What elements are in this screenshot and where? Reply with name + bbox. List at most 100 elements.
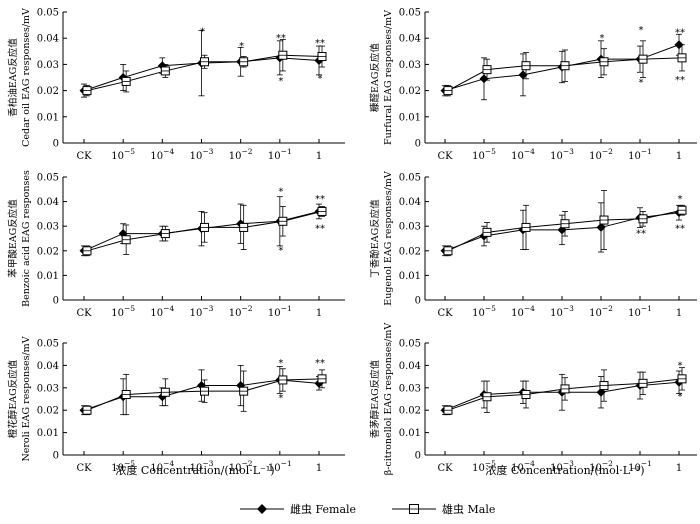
significance-mark: ** [636,228,646,239]
series-male [443,190,687,257]
series-male [443,40,687,97]
y-tick-label: 0.02 [399,246,421,257]
y-axis-title-en: Neroli EAG responses/mV [21,336,32,461]
y-tick-label: 0.05 [399,8,421,19]
data-point-female [596,222,606,232]
x-tick-label: 10−1 [628,147,652,162]
y-tick-label: 0.01 [399,271,421,282]
x-tick-label: 10−4 [511,304,535,319]
y-tick-label: 0.02 [37,86,59,97]
significance-mark: * [318,74,323,85]
significance-mark: ** [315,194,325,205]
y-tick-label: 0.03 [399,222,421,233]
y-axis-title-en: Cedar oil EAG responses/mV [21,8,32,147]
y-tick-label: 0.04 [399,197,421,208]
chart-panel-1: 0 0.01 0.02 0.03 0.04 0.05 CK 10−5 10−4 10−3 10−2 1… [7,8,345,162]
x-tick-label: 10−3 [550,304,574,319]
y-tick-label: 0.04 [37,197,59,208]
series-male [443,367,687,416]
x-tick-label: 1 [316,463,322,474]
x-tick-label: CK [437,151,453,162]
x-tick-label: CK [437,308,453,319]
significance-mark: ** [675,223,685,234]
y-tick-label: 0.04 [399,34,421,45]
x-tick-label: 1 [676,463,682,474]
y-tick-label: 0.04 [399,361,421,372]
y-tick-label: 0 [53,296,59,307]
y-tick-label: 0.02 [37,406,59,417]
y-tick-label: 0.01 [399,428,421,439]
y-tick-label: 0.05 [399,339,421,350]
y-tick-label: 0.05 [37,173,59,184]
chart-panels: 0 0.01 0.02 0.03 0.04 0.05 CK 10−5 10−4 10−3 10−2 1… [7,8,697,476]
y-tick-label: 0 [415,296,421,307]
series-female [440,202,684,257]
series-male [82,39,327,97]
significance-mark: ** [675,75,685,86]
x-tick-label: 10−3 [550,147,574,162]
legend: 雌虫 Female 雄虫 Male [240,502,495,516]
y-tick-label: 0 [415,139,421,150]
y-tick-label: 0.03 [37,383,59,394]
y-tick-label: 0.05 [37,339,59,350]
x-tick-label: 10−2 [229,459,253,474]
significance-mark: * [678,360,683,371]
x-axis-titles: 浓度 Concentration/(mol·L⁻¹) 浓度 Concentrat… [115,463,644,477]
x-tick-label: CK [76,463,92,474]
x-tick-label: 10−1 [268,147,292,162]
significance-mark: ** [315,358,325,369]
x-tick-label: 10−4 [150,459,174,474]
y-axis-title-cn: 香茅醇EAG反应值 [369,359,381,438]
x-tick-label: 10−4 [511,459,535,474]
legend-male-label: 雄虫 Male [442,502,495,516]
y-tick-label: 0.03 [399,60,421,71]
y-tick-label: 0.05 [399,173,421,184]
y-axis-title-en: β-citronellol EAG responses/mV [383,323,394,476]
chart-panel-2: 0 0.01 0.02 0.03 0.04 0.05 CK 10−5 10−4 10−3 10−2 1… [369,8,697,162]
y-tick-label: 0.01 [37,112,59,123]
y-tick-label: 0.02 [399,86,421,97]
x-tick-label: 10−1 [268,304,292,319]
data-point-female [518,70,528,80]
significance-mark: * [278,358,283,369]
significance-mark: * [239,41,244,52]
x-axis-title-left: 浓度 Concentration/(mol·L⁻¹) [115,463,274,477]
x-tick-label: 10−5 [111,304,135,319]
y-tick-label: 0 [53,451,59,462]
x-tick-label: 10−5 [111,147,135,162]
significance-mark: ** [675,28,685,39]
x-tick-label: 10−1 [628,304,652,319]
x-tick-label: CK [76,151,92,162]
x-tick-label: 10−2 [589,147,613,162]
x-tick-label: 1 [676,151,682,162]
y-tick-label: 0.03 [37,222,59,233]
x-tick-label: CK [437,463,453,474]
y-tick-label: 0.04 [37,34,59,45]
y-axis-title-cn: 香柏油EAG反应值 [7,38,19,117]
y-tick-label: 0.03 [37,60,59,71]
x-tick-label: 1 [316,308,322,319]
y-axis-title-cn: 苯甲酸EAG反应值 [7,199,19,278]
x-tick-label: 10−5 [111,459,135,474]
x-tick-label: 10−4 [511,147,535,162]
significance-mark: * [600,33,605,44]
y-tick-label: 0.01 [37,271,59,282]
significance-mark: * [278,393,283,404]
x-tick-label: 10−3 [190,147,214,162]
y-tick-label: 0.05 [37,8,59,19]
legend-female-marker [257,504,267,514]
series-male [82,204,327,257]
y-tick-label: 0 [53,139,59,150]
chart-panel-3: 0 0.01 0.02 0.03 0.04 0.05 CK 10−5 10−4 10−3 10−2 1… [7,170,345,319]
x-tick-label: 10−2 [589,304,613,319]
series-male [82,368,327,416]
y-axis-title-en: Furfural EAG responses/mV [383,10,394,145]
y-tick-label: 0.04 [37,361,59,372]
significance-mark: ** [276,33,286,44]
x-tick-label: 10−2 [589,459,613,474]
y-tick-label: 0.01 [37,428,59,439]
x-tick-label: 10−4 [150,147,174,162]
y-axis-title-cn: 丁香酚EAG反应值 [369,199,381,278]
y-tick-label: 0.01 [399,112,421,123]
